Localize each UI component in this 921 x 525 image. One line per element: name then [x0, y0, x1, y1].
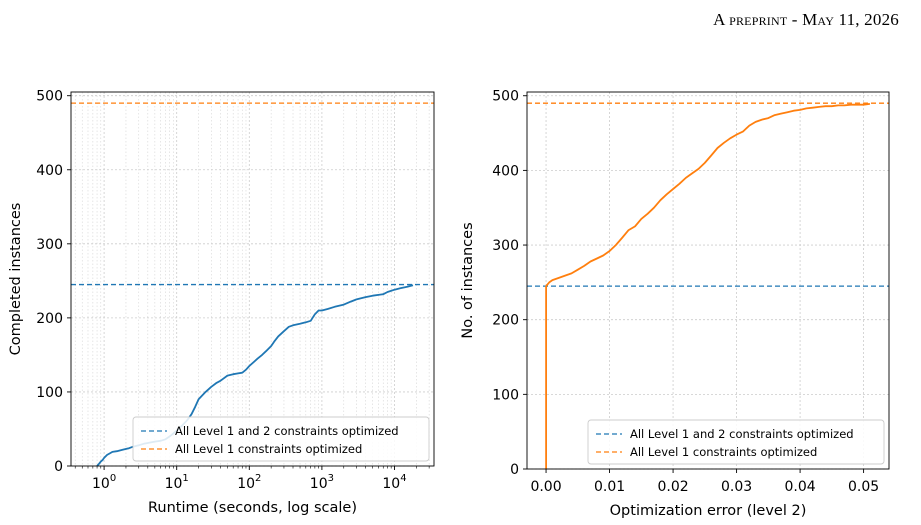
legend-label: All Level 1 and 2 constraints optimized: [175, 424, 399, 438]
x-tick-label: 103: [310, 473, 334, 492]
x-tick-label: 100: [92, 473, 116, 492]
runtime-chart: 100 101 102 103 104 0 100 200 300 400 500 Runtime (…: [8, 89, 435, 516]
series-line-1: [545, 103, 871, 469]
y-tick-label: 300: [36, 237, 63, 253]
x-tick-label: 102: [237, 473, 261, 492]
legend-label: All Level 1 and 2 constraints optimized: [630, 427, 854, 441]
error-chart: 0.00 0.01 0.02 0.03 0.04 0.05 0 100 200 300 400 500…: [460, 89, 890, 519]
y-tick-label: 100: [492, 387, 519, 403]
series-line-1: [96, 284, 414, 467]
x-axis-label: Optimization error (level 2): [610, 503, 807, 519]
x-tick-label: 0.02: [657, 479, 688, 495]
x-axis-label: Runtime (seconds, log scale): [148, 500, 357, 516]
legend-box: [587, 419, 885, 465]
legend-box: [132, 416, 430, 462]
axes-frame: [70, 91, 435, 467]
page-header: A preprint - May 11, 2026: [713, 10, 899, 29]
y-axis-label: No. of instances: [460, 222, 476, 338]
x-tick-label: 0.04: [785, 479, 816, 495]
y-tick-label: 200: [36, 311, 63, 327]
legend-label: All Level 1 constraints optimized: [175, 442, 362, 456]
y-tick-label: 500: [492, 89, 519, 105]
y-tick-label: 400: [492, 163, 519, 179]
x-tick-label: 0.05: [848, 479, 879, 495]
x-tick-label: 0.03: [721, 479, 752, 495]
axes-frame: [526, 91, 890, 470]
y-tick-label: 100: [36, 385, 63, 401]
x-tick-label: 0.00: [530, 479, 561, 495]
x-tick-label: 101: [165, 473, 189, 492]
y-tick-label: 0: [54, 459, 63, 475]
legend-label: All Level 1 constraints optimized: [630, 445, 817, 459]
y-axis-label: Completed instances: [8, 203, 24, 356]
x-tick-label: 104: [382, 473, 406, 492]
y-tick-label: 400: [36, 163, 63, 179]
y-tick-label: 200: [492, 313, 519, 329]
y-tick-label: 0: [510, 462, 519, 478]
y-tick-label: 500: [36, 89, 63, 105]
y-tick-label: 300: [492, 238, 519, 254]
x-tick-label: 0.01: [594, 479, 625, 495]
